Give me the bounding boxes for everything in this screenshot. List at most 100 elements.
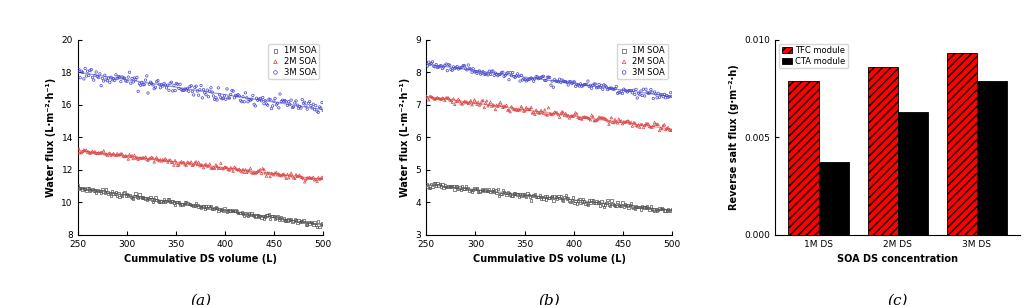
2M SOA: [453, 101, 469, 106]
3M SOA: [525, 79, 542, 84]
2M SOA: [486, 103, 502, 108]
2M SOA: [578, 115, 595, 120]
2M SOA: [231, 167, 248, 172]
2M SOA: [290, 173, 307, 178]
3M SOA: [188, 84, 204, 88]
2M SOA: [639, 121, 656, 126]
1M SOA: [173, 201, 190, 206]
3M SOA: [74, 69, 90, 74]
Bar: [977, 81, 1007, 235]
1M SOA: [562, 198, 578, 203]
2M SOA: [494, 105, 511, 110]
1M SOA: [198, 204, 214, 209]
1M SOA: [177, 200, 194, 205]
1M SOA: [536, 196, 552, 201]
2M SOA: [217, 165, 233, 170]
2M SOA: [465, 100, 482, 105]
1M SOA: [472, 188, 489, 193]
1M SOA: [510, 192, 526, 197]
1M SOA: [530, 195, 547, 199]
3M SOA: [246, 102, 262, 107]
2M SOA: [69, 150, 86, 155]
2M SOA: [617, 119, 634, 124]
2M SOA: [205, 165, 222, 170]
1M SOA: [487, 188, 503, 193]
2M SOA: [227, 166, 243, 170]
Bar: [867, 67, 898, 235]
2M SOA: [648, 122, 664, 127]
3M SOA: [421, 60, 437, 65]
2M SOA: [497, 104, 514, 109]
3M SOA: [653, 92, 669, 97]
3M SOA: [193, 83, 209, 88]
3M SOA: [458, 66, 474, 71]
3M SOA: [155, 81, 172, 86]
1M SOA: [120, 193, 137, 198]
2M SOA: [628, 123, 644, 127]
3M SOA: [294, 97, 311, 102]
3M SOA: [610, 90, 627, 95]
1M SOA: [514, 192, 530, 197]
1M SOA: [289, 221, 306, 225]
2M SOA: [507, 107, 523, 112]
3M SOA: [197, 90, 213, 95]
2M SOA: [246, 170, 262, 175]
3M SOA: [107, 78, 123, 83]
3M SOA: [83, 67, 99, 72]
3M SOA: [256, 101, 272, 106]
1M SOA: [636, 205, 653, 210]
2M SOA: [525, 110, 542, 115]
3M SOA: [315, 108, 332, 113]
3M SOA: [244, 93, 261, 98]
2M SOA: [210, 166, 227, 171]
3M SOA: [514, 77, 530, 82]
3M SOA: [89, 74, 106, 79]
3M SOA: [126, 76, 143, 81]
2M SOA: [179, 160, 196, 164]
1M SOA: [212, 207, 229, 212]
1M SOA: [490, 186, 507, 191]
2M SOA: [620, 119, 636, 124]
3M SOA: [616, 88, 633, 93]
1M SOA: [595, 202, 611, 207]
2M SOA: [169, 163, 185, 168]
3M SOA: [103, 75, 119, 80]
3M SOA: [546, 77, 563, 82]
1M SOA: [493, 192, 510, 196]
1M SOA: [578, 201, 595, 206]
1M SOA: [113, 193, 130, 198]
2M SOA: [281, 175, 297, 180]
1M SOA: [448, 184, 464, 189]
3M SOA: [617, 88, 634, 93]
2M SOA: [275, 172, 291, 177]
2M SOA: [513, 104, 529, 109]
1M SOA: [136, 196, 152, 200]
3M SOA: [649, 95, 665, 100]
2M SOA: [154, 157, 171, 162]
1M SOA: [575, 196, 592, 201]
2M SOA: [505, 106, 521, 110]
1M SOA: [110, 191, 126, 196]
2M SOA: [77, 148, 93, 153]
1M SOA: [70, 186, 87, 191]
2M SOA: [536, 111, 552, 116]
2M SOA: [194, 163, 210, 168]
2M SOA: [537, 107, 553, 112]
1M SOA: [179, 201, 196, 206]
2M SOA: [160, 160, 176, 164]
2M SOA: [184, 163, 201, 168]
1M SOA: [610, 203, 627, 208]
1M SOA: [492, 192, 509, 196]
1M SOA: [95, 189, 112, 194]
1M SOA: [226, 209, 242, 213]
1M SOA: [203, 203, 220, 208]
2M SOA: [90, 150, 107, 155]
2M SOA: [122, 154, 139, 159]
2M SOA: [203, 166, 220, 170]
1M SOA: [607, 204, 624, 209]
3M SOA: [239, 99, 256, 104]
1M SOA: [162, 199, 178, 204]
2M SOA: [600, 118, 616, 123]
1M SOA: [435, 185, 452, 190]
3M SOA: [513, 73, 529, 78]
